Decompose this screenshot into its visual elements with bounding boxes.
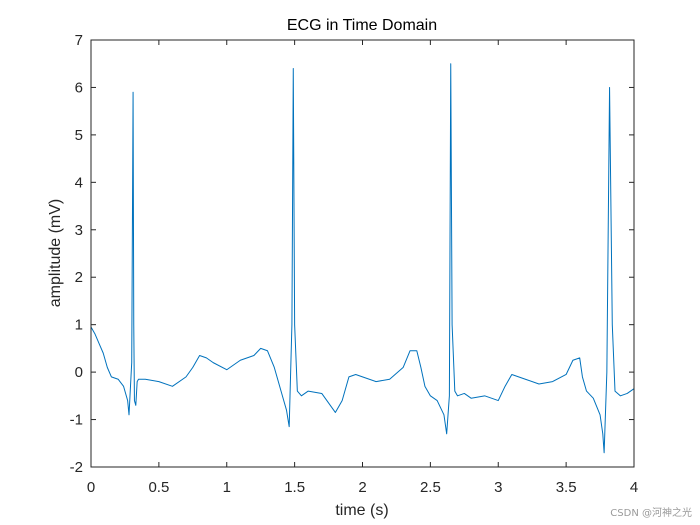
plot-frame [90,39,635,468]
watermark: CSDN @河神之光 [610,508,692,519]
x-tick-label: 0 [87,479,95,496]
x-tick-label: 1.5 [284,479,305,496]
y-tick-label: 1 [75,317,83,334]
chart-title: ECG in Time Domain [287,17,437,34]
x-axis-ticks: 0 0.5 1 1.5 2 2.5 3 3.5 4 [87,40,638,496]
y-axis-ticks: -2 -1 0 1 2 3 4 5 6 7 [70,32,634,476]
plot-area [91,40,634,467]
y-tick-label: 4 [75,174,83,191]
y-tick-label: 3 [75,222,83,239]
y-tick-label: -2 [70,459,83,476]
y-tick-label: 6 [75,79,83,96]
x-tick-label: 4 [630,479,638,496]
y-tick-label: -1 [70,412,83,429]
x-tick-label: 2.5 [420,479,441,496]
y-tick-label: 7 [75,32,83,49]
x-tick-label: 1 [223,479,231,496]
y-tick-label: 0 [75,364,83,381]
x-tick-label: 3.5 [556,479,577,496]
y-tick-label: 2 [75,269,83,286]
ecg-series-line [90,63,635,454]
y-tick-label: 5 [75,127,83,144]
y-axis-label: amplitude (mV) [47,199,64,307]
x-tick-label: 3 [494,479,502,496]
x-axis-label: time (s) [335,502,388,519]
x-tick-label: 2 [358,479,366,496]
x-tick-label: 0.5 [148,479,169,496]
